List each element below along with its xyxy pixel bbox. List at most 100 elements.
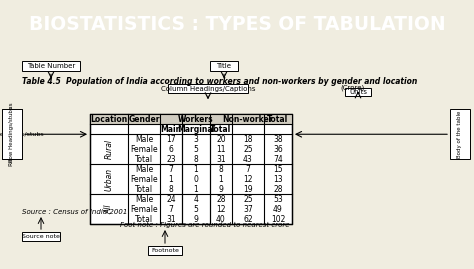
FancyBboxPatch shape: [345, 88, 371, 96]
Text: Row Headings/stubs: Row Headings/stubs: [0, 132, 44, 137]
Text: 1: 1: [193, 185, 199, 194]
Bar: [90, 154, 292, 164]
Text: 25: 25: [243, 195, 253, 204]
Text: 4: 4: [193, 195, 199, 204]
Bar: [90, 214, 292, 224]
Text: 7: 7: [246, 165, 250, 174]
Text: 1: 1: [193, 165, 199, 174]
Text: 40: 40: [216, 215, 226, 224]
Text: 9: 9: [219, 185, 223, 194]
Text: 31: 31: [216, 155, 226, 164]
Bar: [90, 184, 292, 194]
Text: Body of the table: Body of the table: [457, 111, 463, 158]
Text: Gender: Gender: [128, 115, 160, 124]
Text: 9: 9: [193, 215, 199, 224]
Text: 18: 18: [243, 135, 253, 144]
Bar: [90, 144, 292, 154]
Text: 19: 19: [243, 185, 253, 194]
Text: 37: 37: [243, 205, 253, 214]
Text: 28: 28: [216, 195, 226, 204]
Text: Male: Male: [135, 195, 153, 204]
Text: All: All: [104, 204, 113, 214]
Bar: [90, 134, 292, 144]
Text: Table 4.5  Population of India according to workers and non-workers by gender an: Table 4.5 Population of India according …: [22, 77, 417, 86]
FancyBboxPatch shape: [2, 109, 22, 159]
Text: Row Headings/stubs: Row Headings/stubs: [9, 102, 15, 166]
FancyBboxPatch shape: [148, 246, 182, 255]
Text: Female: Female: [130, 145, 158, 154]
Text: Female: Female: [130, 175, 158, 184]
Text: 13: 13: [273, 175, 283, 184]
Text: 24: 24: [166, 195, 176, 204]
Text: 17: 17: [166, 135, 176, 144]
Text: 31: 31: [166, 215, 176, 224]
Bar: [90, 194, 292, 204]
Text: Footnote: Footnote: [151, 248, 179, 253]
Bar: [90, 204, 292, 214]
Text: 38: 38: [273, 135, 283, 144]
Text: Foot note : Figures are rounded to nearest crore: Foot note : Figures are rounded to neare…: [120, 222, 290, 228]
Text: Female: Female: [130, 205, 158, 214]
Text: Workers: Workers: [178, 115, 214, 124]
Bar: [90, 114, 292, 124]
Text: Title: Title: [217, 63, 231, 69]
Text: Urban: Urban: [104, 168, 113, 191]
Text: Total: Total: [210, 125, 232, 134]
Text: 36: 36: [273, 145, 283, 154]
FancyBboxPatch shape: [168, 84, 248, 93]
Text: Marginal: Marginal: [177, 125, 215, 134]
Text: Units: Units: [349, 89, 367, 95]
Text: 8: 8: [219, 165, 223, 174]
Text: 6: 6: [169, 145, 173, 154]
Text: 20: 20: [216, 135, 226, 144]
Text: Non-worker: Non-worker: [223, 115, 273, 124]
Text: 43: 43: [243, 155, 253, 164]
Text: (Crore): (Crore): [340, 84, 364, 91]
Text: 0: 0: [193, 175, 199, 184]
Text: 5: 5: [193, 145, 199, 154]
Bar: [90, 174, 292, 184]
Text: 12: 12: [243, 175, 253, 184]
Text: Total: Total: [135, 155, 153, 164]
Bar: [2, 109, 22, 159]
Text: Location: Location: [91, 115, 128, 124]
Text: Column Headings/Captions: Column Headings/Captions: [161, 86, 255, 92]
Text: Source note: Source note: [22, 234, 60, 239]
Text: 102: 102: [271, 215, 285, 224]
Text: Total: Total: [135, 185, 153, 194]
Bar: [450, 109, 470, 159]
Text: 74: 74: [273, 155, 283, 164]
Text: Total: Total: [135, 215, 153, 224]
Text: 53: 53: [273, 195, 283, 204]
Bar: [90, 114, 292, 224]
FancyBboxPatch shape: [22, 232, 60, 241]
Text: 12: 12: [216, 205, 226, 214]
Text: Table Number: Table Number: [27, 63, 75, 69]
Bar: [90, 114, 292, 124]
Text: 11: 11: [216, 145, 226, 154]
Text: 7: 7: [169, 205, 173, 214]
FancyBboxPatch shape: [210, 61, 238, 71]
Text: 7: 7: [169, 165, 173, 174]
Text: Male: Male: [135, 165, 153, 174]
Text: 15: 15: [273, 165, 283, 174]
Text: 23: 23: [166, 155, 176, 164]
Text: 28: 28: [273, 185, 283, 194]
Text: Total: Total: [267, 115, 289, 124]
Text: BIOSTATISTICS : TYPES OF TABULATION: BIOSTATISTICS : TYPES OF TABULATION: [29, 15, 445, 34]
Text: 5: 5: [193, 205, 199, 214]
Text: 62: 62: [243, 215, 253, 224]
Text: 25: 25: [243, 145, 253, 154]
Text: 49: 49: [273, 205, 283, 214]
FancyBboxPatch shape: [22, 61, 80, 71]
Text: Rural: Rural: [104, 139, 113, 159]
Text: 8: 8: [193, 155, 199, 164]
Text: Row Headings/stubs: Row Headings/stubs: [9, 106, 15, 162]
Text: 1: 1: [169, 175, 173, 184]
Bar: [90, 164, 292, 174]
Text: Source : Census of India 2001: Source : Census of India 2001: [22, 209, 128, 215]
Text: 3: 3: [193, 135, 199, 144]
Text: 8: 8: [169, 185, 173, 194]
Text: 1: 1: [219, 175, 223, 184]
Text: Male: Male: [135, 135, 153, 144]
